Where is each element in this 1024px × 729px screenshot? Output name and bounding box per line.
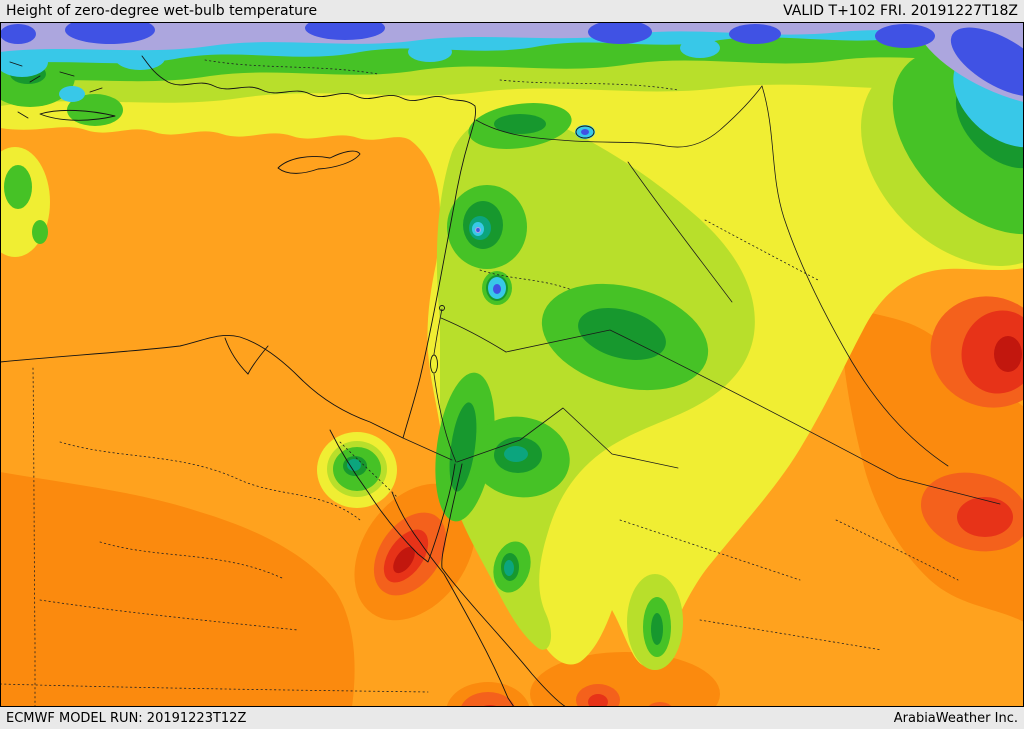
sinai-suez-coast: [329, 429, 456, 563]
attribution-label: ArabiaWeather Inc.: [893, 710, 1018, 726]
valid-time-label: VALID T+102 FRI. 20191227T18Z: [783, 3, 1018, 19]
iraq-saudi-border: [505, 329, 1001, 505]
nile-delta-branch-2: [247, 345, 269, 375]
map-canvas: [0, 22, 1024, 707]
red-sea-west-coast: [391, 491, 515, 707]
model-run-label: ECMWF MODEL RUN: 20191223T12Z: [6, 710, 247, 726]
dead-sea: [430, 354, 438, 374]
contour-blue: [0, 22, 1024, 294]
syria-jordan-border: [440, 317, 507, 353]
top-title-bar: Height of zero-degree wet-bulb temperatu…: [0, 0, 1024, 22]
iran-border: [761, 85, 949, 467]
admin-borders: [0, 59, 959, 707]
crete-coastline: [39, 109, 116, 121]
red-sea-east-coast: [441, 567, 567, 707]
contour-dark-red: [393, 336, 1022, 574]
cyprus-coastline: [277, 150, 361, 174]
jordan-saudi-border: [456, 407, 679, 469]
egypt-israel-border: [402, 437, 453, 461]
map-title: Height of zero-degree wet-bulb temperatu…: [6, 3, 318, 19]
weather-map-svg: [0, 22, 1024, 707]
country-borders: [402, 85, 1001, 505]
gulf-of-aqaba-east-coast: [441, 463, 463, 569]
aegean-islands: [9, 61, 103, 119]
coastlines: [0, 55, 595, 707]
nile-delta-branch: [224, 337, 249, 375]
mediterranean-coastline: [0, 55, 476, 439]
jordan-rift-border: [433, 308, 457, 463]
syria-iraq-border: [627, 161, 733, 303]
bottom-status-bar: ECMWF MODEL RUN: 20191223T12Z ArabiaWeat…: [0, 707, 1024, 729]
turkish-lake: [575, 125, 595, 139]
turkey-border: [475, 85, 763, 148]
